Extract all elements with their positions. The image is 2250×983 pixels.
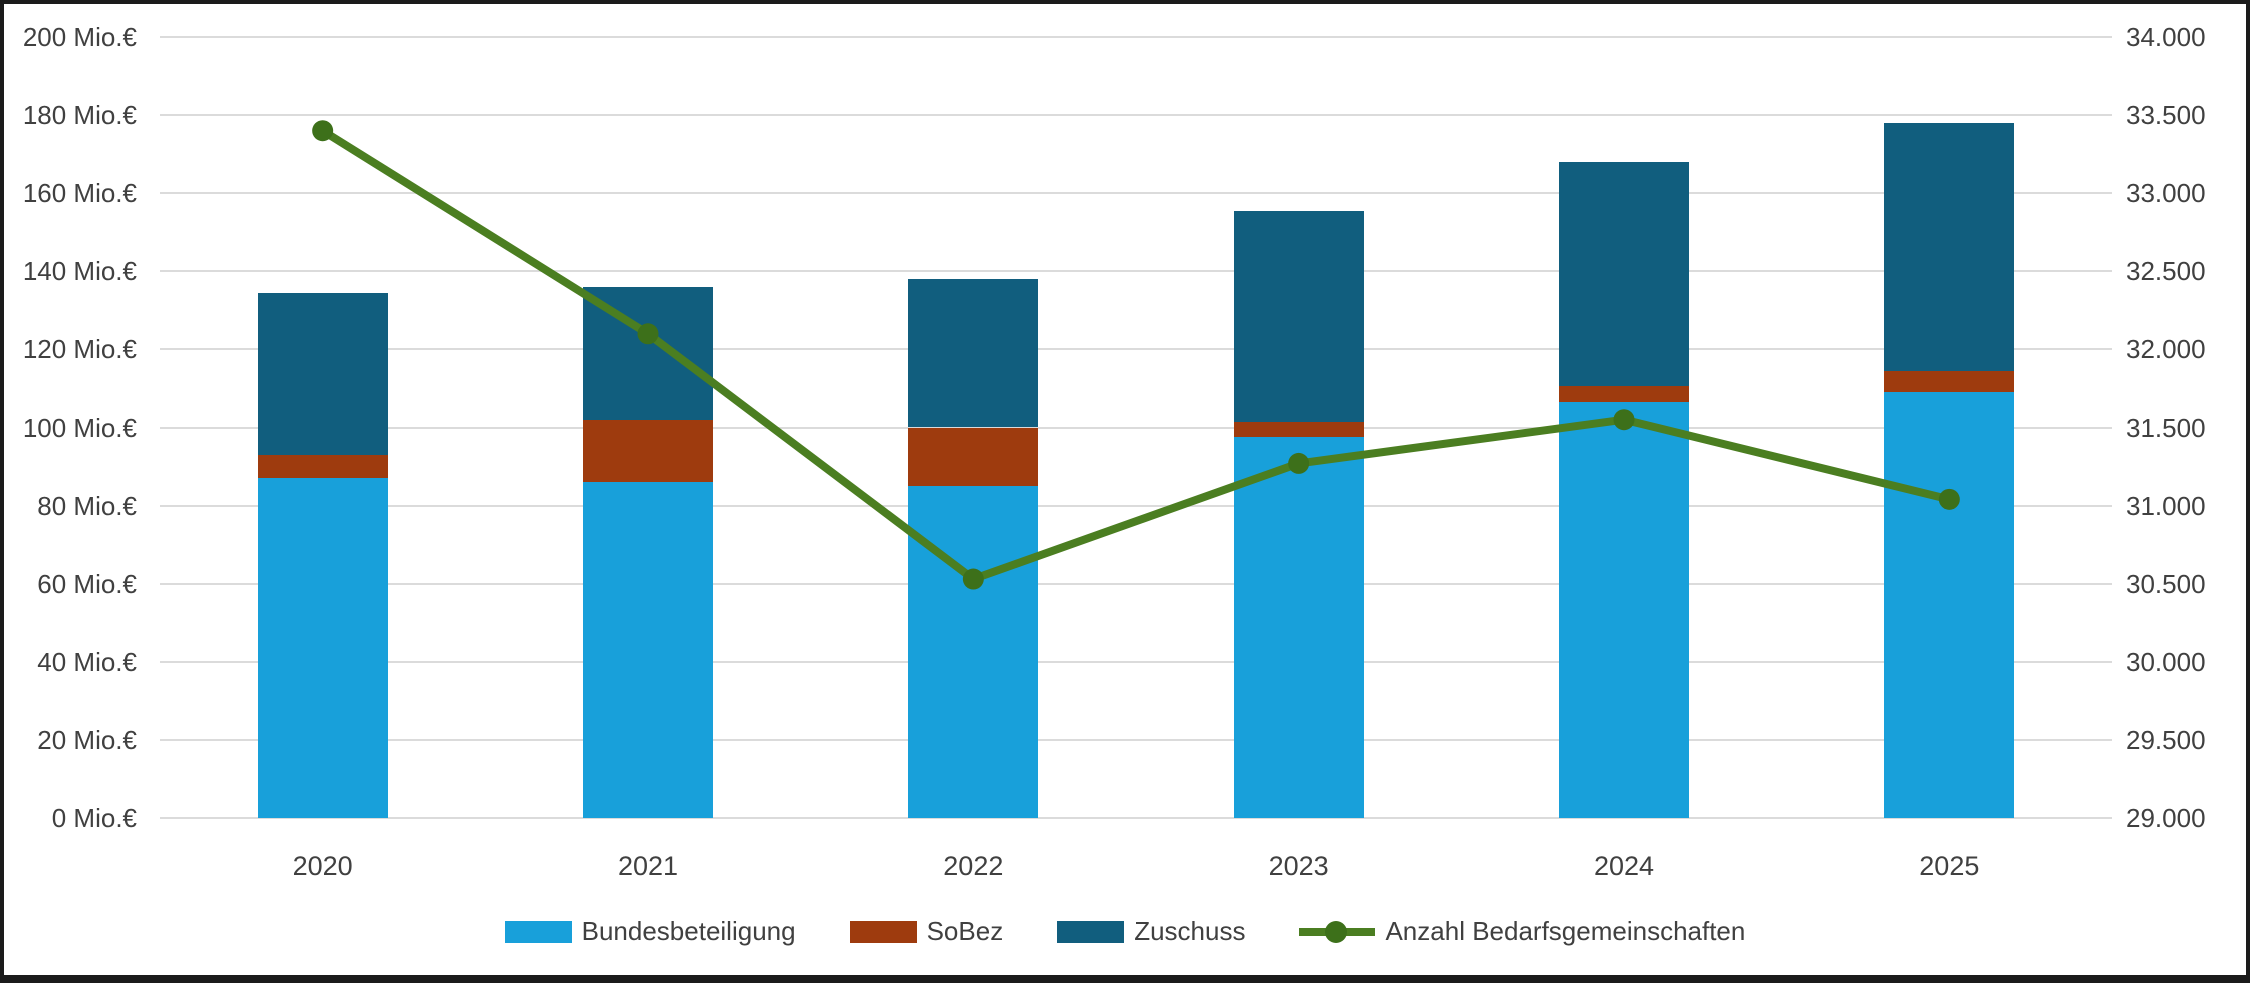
- line-anzahl-bedarfsgemeinschaften: [320, 127, 1951, 584]
- legend-label: Zuschuss: [1134, 916, 1246, 946]
- gridline: [160, 660, 2112, 663]
- right-axis-tick: 32.000: [2126, 334, 2206, 365]
- right-axis-tick: 31.500: [2126, 412, 2206, 443]
- bar-segment-sobez-2025: [1884, 370, 2015, 393]
- bar-segment-bundesbeteiligung-2021: [583, 482, 713, 818]
- bar-segment-sobez-2021: [583, 419, 713, 483]
- x-axis-label-2020: 2020: [292, 851, 353, 881]
- left-axis-tick: 100 Mio.€: [22, 412, 137, 443]
- right-axis-tick: 33.000: [2126, 178, 2206, 209]
- bar-segment-bundesbeteiligung-2025: [1884, 392, 2015, 818]
- bar-segment-bundesbeteiligung-2023: [1233, 437, 1364, 818]
- bar-segment-sobez-2023: [1233, 421, 1364, 438]
- left-axis-tick: 120 Mio.€: [22, 334, 137, 365]
- left-axis-tick: 80 Mio.€: [37, 490, 137, 521]
- gridline: [160, 348, 2112, 351]
- gridline: [160, 504, 2112, 507]
- bar-segment-zuschuss-2022: [908, 279, 1039, 428]
- line-marker-2023: [1288, 452, 1310, 474]
- legend-item-sobez: SoBez: [849, 916, 1004, 947]
- left-axis-tick: 180 Mio.€: [22, 100, 137, 131]
- left-axis-tick: 0 Mio.€: [51, 803, 137, 833]
- gridline: [160, 817, 2112, 819]
- bar-segment-zuschuss-2024: [1559, 161, 1689, 387]
- legend-label: Bundesbeteiligung: [581, 916, 796, 946]
- legend-item-zuschuss: Zuschuss: [1057, 916, 1245, 947]
- legend-swatch-icon: [504, 920, 572, 943]
- gridline: [160, 270, 2112, 273]
- bar-segment-bundesbeteiligung-2024: [1559, 402, 1689, 818]
- bar-segment-zuschuss-2023: [1233, 210, 1364, 422]
- left-axis-tick: 60 Mio.€: [37, 568, 137, 599]
- chart-legend: Bundesbeteiligung SoBez Zuschuss Anzahl Bed…: [0, 916, 2250, 947]
- right-axis-tick: 29.500: [2126, 724, 2206, 755]
- line-marker-2024: [1613, 409, 1635, 431]
- bar-segment-bundesbeteiligung-2020: [257, 478, 388, 818]
- x-axis-label-2024: 2024: [1593, 851, 1655, 881]
- gridline: [160, 426, 2112, 429]
- bar-segment-sobez-2024: [1559, 386, 1689, 403]
- left-axis-tick: 140 Mio.€: [22, 256, 137, 287]
- legend-item-bundesbeteiligung: Bundesbeteiligung: [504, 916, 796, 947]
- line-marker-2020: [312, 120, 334, 142]
- line-marker-2021: [637, 323, 659, 345]
- legend-label: Anzahl Bedarfsgemeinschaften: [1385, 916, 1746, 946]
- right-axis-tick: 30.000: [2126, 646, 2206, 677]
- left-axis-tick: 20 Mio.€: [37, 724, 137, 755]
- gridline: [160, 192, 2112, 195]
- legend-swatch-icon: [849, 920, 917, 943]
- x-axis-label-2023: 2023: [1268, 851, 1329, 881]
- left-axis-tick: 160 Mio.€: [22, 178, 137, 209]
- right-axis-tick: 34.000: [2126, 22, 2206, 52]
- legend-line-marker-icon: [1299, 920, 1376, 944]
- left-axis-tick: 40 Mio.€: [37, 646, 137, 677]
- x-axis-label-2021: 2021: [617, 851, 679, 881]
- gridline: [160, 36, 2112, 38]
- right-axis-tick: 29.000: [2126, 803, 2206, 833]
- gridline: [160, 738, 2112, 741]
- left-axis-tick: 200 Mio.€: [22, 22, 137, 52]
- bar-segment-sobez-2022: [908, 427, 1039, 487]
- legend-label: SoBez: [926, 916, 1004, 946]
- x-axis-label-2022: 2022: [943, 851, 1004, 881]
- right-axis-tick: 31.000: [2126, 490, 2206, 521]
- x-axis-label-2025: 2025: [1919, 851, 1980, 881]
- line-marker-2022: [962, 568, 984, 590]
- bar-segment-zuschuss-2025: [1884, 122, 2015, 371]
- bar-segment-sobez-2020: [257, 454, 388, 479]
- legend-item-anzahl-bedarfsgemeinschaften: Anzahl Bedarfsgemeinschaften: [1299, 916, 1745, 947]
- legend-swatch-icon: [1057, 920, 1125, 943]
- line-marker-2025: [1938, 488, 1960, 510]
- right-axis-tick: 32.500: [2126, 256, 2206, 287]
- right-axis-tick: 30.500: [2126, 568, 2206, 599]
- gridline: [160, 114, 2112, 117]
- right-axis-tick: 33.500: [2126, 100, 2206, 131]
- bar-segment-zuschuss-2020: [257, 292, 388, 455]
- gridline: [160, 582, 2112, 585]
